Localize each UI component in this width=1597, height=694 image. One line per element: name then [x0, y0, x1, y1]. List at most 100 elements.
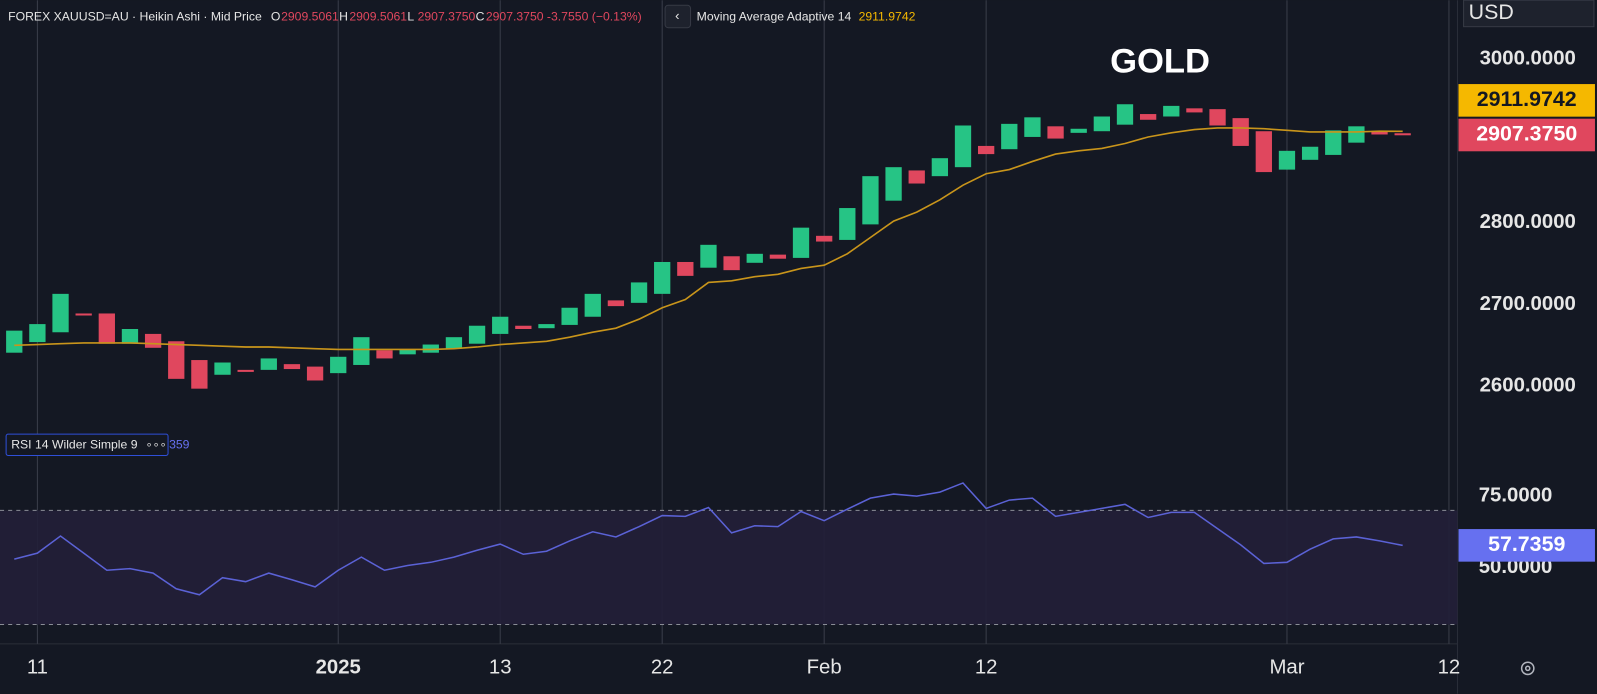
candle-body	[1070, 128, 1087, 133]
candle-body	[1394, 133, 1411, 136]
candle-body	[885, 167, 902, 201]
candle-body	[144, 333, 162, 348]
candle-body	[399, 349, 416, 355]
rsi-label: RSI 14 Wilder Simple 9	[11, 438, 138, 452]
settings-icon-center[interactable]	[1524, 665, 1531, 672]
candle-body	[1278, 150, 1296, 170]
candle-body	[1301, 146, 1319, 160]
candle-body	[422, 344, 439, 353]
price-badge-label: 57.7359	[1488, 532, 1565, 556]
candle-body	[376, 350, 393, 359]
candle-body	[1232, 118, 1249, 146]
candle-body	[168, 341, 185, 379]
ohlc-key: C	[476, 10, 485, 24]
candle-body	[98, 313, 115, 344]
price-badge-label: 2911.9742	[1477, 87, 1577, 111]
candle-body	[1116, 104, 1134, 125]
ohlc-value: 2909.5061	[281, 10, 339, 24]
candle-body	[306, 366, 324, 381]
candle-body	[1163, 105, 1180, 117]
candle-body	[6, 330, 23, 353]
currency-box[interactable]	[1463, 0, 1595, 28]
rsi-value-clipped: 359	[169, 438, 190, 452]
candle-body	[445, 337, 463, 349]
candle-body	[1348, 126, 1365, 143]
chart-title: GOLD	[1110, 42, 1210, 80]
candle-body	[214, 362, 231, 375]
x-tick-label: 2025	[316, 657, 361, 679]
candle-body	[191, 360, 208, 389]
ohlc-legend: O 2909.5061 H 2909.5061 L 2907.3750 C 2907.3750	[271, 10, 544, 24]
ohlc-key: O	[271, 10, 281, 24]
x-tick-label: 12	[975, 657, 998, 679]
candle-body	[1209, 109, 1226, 126]
x-tick-label: 22	[651, 657, 674, 679]
candle-body	[538, 324, 555, 329]
price-badge	[1458, 84, 1595, 117]
candle-body	[630, 282, 648, 303]
rsi-legend-box[interactable]	[5, 433, 169, 456]
candle-body	[468, 325, 486, 344]
ma-label: Moving Average Adaptive 14	[697, 10, 852, 24]
plot-area	[0, 104, 1458, 626]
candle-body	[52, 293, 69, 333]
ma-value: 2911.9742	[859, 10, 916, 24]
y-tick-label: 2800.0000	[1480, 211, 1576, 233]
candle-body	[954, 125, 972, 168]
y-tick-label: 75.0000	[1479, 484, 1553, 506]
currency-label[interactable]: USD	[1469, 0, 1514, 24]
symbol-label: FOREX XAUUSD=AU · Heikin Ashi · Mid Pric…	[8, 10, 262, 24]
rsi-line	[14, 482, 1403, 596]
candle-body	[260, 358, 277, 370]
candle-body	[330, 356, 347, 374]
collapse-icon[interactable]: ‹	[675, 8, 679, 23]
rsi-band	[0, 510, 1458, 625]
collapse-button[interactable]	[664, 4, 692, 29]
candle-body	[515, 325, 532, 330]
candle-body	[121, 329, 139, 344]
candle-body	[746, 253, 763, 263]
candle-body	[700, 244, 717, 268]
ohlc-value: 2909.5061	[349, 10, 407, 24]
candle-body	[1139, 114, 1157, 120]
price-badge	[1458, 529, 1595, 562]
candle-body	[29, 324, 46, 343]
y-tick-label: 2600.0000	[1480, 375, 1576, 397]
candle-body	[561, 307, 578, 325]
x-tick-label: 12	[1438, 657, 1461, 679]
candle-body	[1371, 131, 1388, 135]
price-badge-label: 2907.3750	[1476, 122, 1577, 146]
candle-body	[584, 293, 601, 317]
rsi-more[interactable]: ∘∘∘	[146, 439, 167, 451]
ohlc-value: 2907.3750	[418, 10, 476, 24]
candle-body	[75, 313, 92, 316]
candle-body	[1047, 126, 1064, 139]
x-tick-label: Mar	[1269, 657, 1304, 679]
candle-body	[908, 170, 925, 184]
candle-body	[492, 316, 509, 334]
x-tick-label: 13	[489, 657, 512, 679]
candle-body	[1325, 130, 1342, 155]
price-axis: 11 2025 13 22 Feb 12 Mar 12 3000.0000 2800.0000 27…	[27, 48, 1595, 679]
y-tick-label: 2700.0000	[1480, 293, 1576, 315]
candle-body	[1024, 117, 1041, 137]
candle-body	[769, 254, 787, 259]
x-tick-label: Feb	[807, 657, 842, 679]
settings-icon[interactable]	[1520, 661, 1535, 676]
price-badge	[1458, 118, 1595, 152]
y-tick-label: 3000.0000	[1480, 48, 1576, 70]
ohlc-key: L	[407, 10, 414, 24]
candle-body	[977, 145, 995, 155]
candle-body	[283, 364, 301, 370]
candle-body	[1093, 116, 1110, 132]
change-label: -3.7550 (−0.13%)	[547, 10, 642, 24]
candle-body	[237, 369, 254, 372]
candle-body	[839, 208, 856, 240]
candle-body	[654, 261, 671, 294]
candle-body	[1001, 123, 1018, 150]
ma-line	[14, 127, 1403, 351]
candle-body	[353, 337, 370, 365]
candle-body	[1255, 131, 1272, 173]
candle-body	[862, 176, 879, 225]
